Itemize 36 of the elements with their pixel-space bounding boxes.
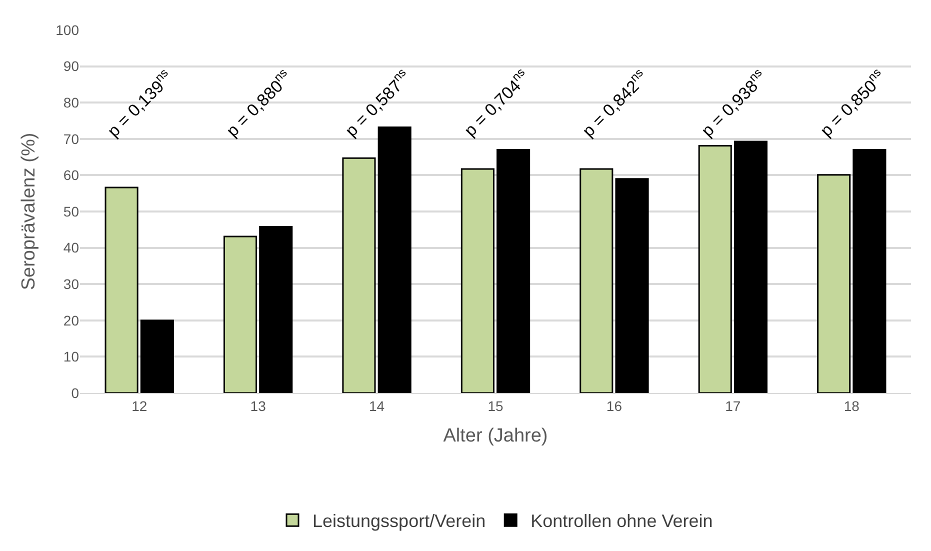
- y-tick-label: 90: [63, 58, 80, 74]
- y-tick-label: 80: [63, 94, 80, 110]
- y-tick-label: 60: [63, 167, 80, 184]
- legend-label: Leistungssport/Verein: [312, 511, 486, 532]
- bar: [580, 168, 614, 393]
- x-tick-label: 12: [132, 398, 148, 414]
- bar: [734, 140, 768, 393]
- bar: [852, 149, 886, 393]
- bar: [698, 145, 732, 393]
- y-axis-title: Seroprävalenz (%): [18, 132, 40, 290]
- y-tick-label: 100: [56, 22, 80, 38]
- y-tick-label: 20: [63, 312, 80, 328]
- bar: [496, 149, 530, 393]
- x-tick-label: 18: [844, 398, 860, 414]
- bar: [817, 174, 851, 393]
- y-tick-label: 0: [71, 384, 80, 401]
- y-tick-label: 70: [63, 130, 80, 147]
- bar: [342, 157, 376, 393]
- y-tick-label: 30: [63, 276, 80, 292]
- legend-label: Kontrollen ohne Verein: [530, 511, 713, 532]
- x-tick-label: 15: [488, 398, 504, 414]
- y-tick-label: 40: [63, 240, 80, 256]
- bar: [460, 168, 494, 393]
- x-axis-title: Alter (Jahre): [443, 426, 548, 447]
- bar: [615, 178, 649, 393]
- x-tick-label: 16: [606, 398, 622, 414]
- bar: [259, 226, 293, 393]
- bar: [223, 236, 258, 393]
- bar: [378, 126, 412, 393]
- bar: [104, 186, 138, 393]
- y-tick-label: 50: [63, 203, 80, 220]
- x-tick-label: 14: [369, 398, 385, 414]
- y-tick-label: 10: [63, 348, 80, 365]
- bar: [140, 320, 174, 393]
- x-tick-label: 17: [725, 398, 741, 414]
- x-tick-label: 13: [250, 398, 266, 414]
